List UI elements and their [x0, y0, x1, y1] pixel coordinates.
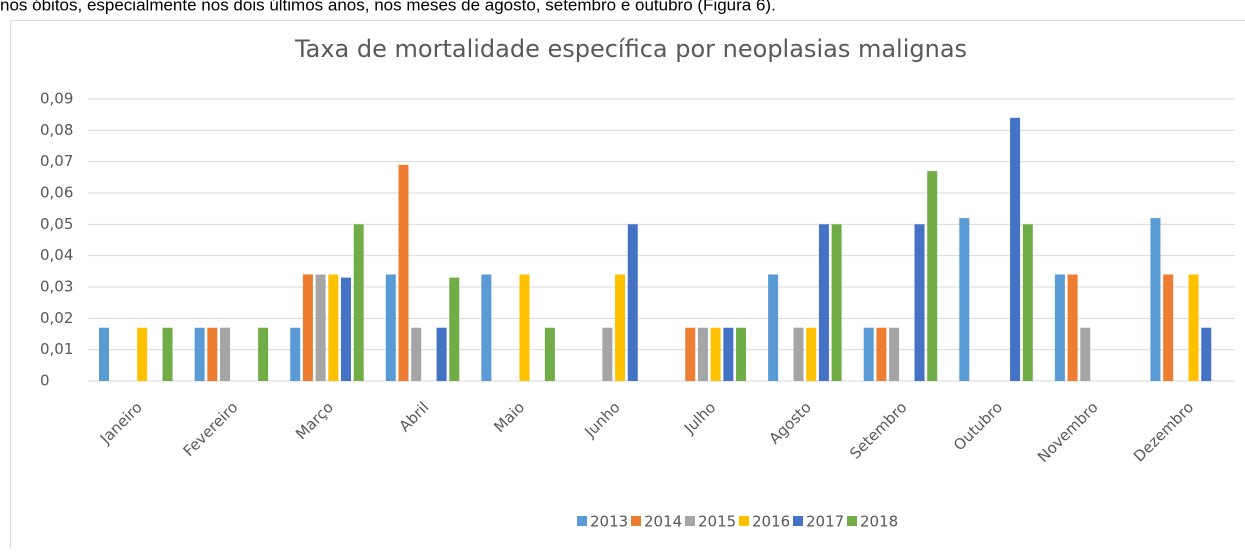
- bar: [449, 278, 459, 381]
- bar: [386, 274, 396, 381]
- bar: [1201, 328, 1211, 381]
- legend-swatch: [577, 516, 587, 526]
- legend-label: 2018: [860, 513, 898, 531]
- bar: [1068, 274, 1078, 381]
- y-tick-label: 0: [40, 372, 50, 390]
- x-tick-label: Julho: [680, 398, 719, 437]
- bar: [341, 278, 351, 381]
- bar: [411, 328, 421, 381]
- bar: [195, 328, 205, 381]
- bar: [698, 328, 708, 381]
- bar: [163, 328, 173, 381]
- x-tick-label: Março: [292, 398, 337, 443]
- bar: [819, 224, 829, 381]
- bar: [354, 224, 364, 381]
- y-tick-label: 0,05: [40, 215, 73, 233]
- bar: [794, 328, 804, 381]
- bar: [316, 274, 326, 381]
- bar: [1150, 218, 1160, 381]
- bar: [1023, 224, 1033, 381]
- bar: [628, 224, 638, 381]
- y-tick-label: 0,09: [40, 90, 73, 108]
- bar: [545, 328, 555, 381]
- bar: [437, 328, 447, 381]
- bar: [1055, 274, 1065, 381]
- y-tick-label: 0,01: [40, 340, 73, 358]
- y-tick-label: 0,06: [40, 184, 73, 202]
- bar: [398, 165, 408, 381]
- bar: [519, 274, 529, 381]
- bar: [723, 328, 733, 381]
- bar: [806, 328, 816, 381]
- y-tick-label: 0,04: [40, 246, 73, 264]
- x-tick-label: Maio: [490, 398, 528, 436]
- bar: [1080, 328, 1090, 381]
- bar: [876, 328, 886, 381]
- bar: [220, 328, 230, 381]
- x-tick-label: Fevereiro: [180, 398, 242, 460]
- legend-swatch: [847, 516, 857, 526]
- bar: [864, 328, 874, 381]
- bar: [258, 328, 268, 381]
- y-tick-label: 0,07: [40, 152, 73, 170]
- legend-swatch: [685, 516, 695, 526]
- bar: [711, 328, 721, 381]
- x-tick-label: Novembro: [1034, 398, 1102, 466]
- legend-swatch: [793, 516, 803, 526]
- legend-swatch: [739, 516, 749, 526]
- x-tick-label: Dezembro: [1130, 398, 1197, 465]
- legend-label: 2017: [806, 513, 844, 531]
- chart-title: Taxa de mortalidade específica por neopl…: [294, 35, 967, 63]
- document-text: nos óbitos, especialmente nos dois últim…: [0, 0, 776, 14]
- bar: [290, 328, 300, 381]
- y-tick-label: 0,08: [40, 121, 73, 139]
- bar: [602, 328, 612, 381]
- x-tick-label: Janeiro: [96, 398, 146, 448]
- bar: [927, 171, 937, 381]
- bar: [1189, 274, 1199, 381]
- y-tick-label: 0,02: [40, 309, 73, 327]
- x-tick-label: Setembro: [846, 398, 910, 462]
- bar: [889, 328, 899, 381]
- y-tick-label: 0,03: [40, 278, 73, 296]
- x-tick-label: Junho: [580, 398, 623, 441]
- bar: [959, 218, 969, 381]
- legend-label: 2016: [752, 513, 790, 531]
- bar: [137, 328, 147, 381]
- legend-swatch: [631, 516, 641, 526]
- bar: [1010, 118, 1020, 381]
- bar: [736, 328, 746, 381]
- bar: [328, 274, 338, 381]
- bar: [99, 328, 109, 381]
- bar: [303, 274, 313, 381]
- bar: [207, 328, 217, 381]
- legend-label: 2015: [698, 513, 736, 531]
- x-tick-label: Agosto: [765, 398, 814, 447]
- x-tick-label: Outubro: [950, 398, 1006, 454]
- bar: [1163, 274, 1173, 381]
- x-tick-label: Abril: [396, 398, 433, 435]
- bar: [481, 274, 491, 381]
- bar: [915, 224, 925, 381]
- legend-label: 2013: [590, 513, 628, 531]
- bar: [768, 274, 778, 381]
- bar: [832, 224, 842, 381]
- bar: [615, 274, 625, 381]
- legend-label: 2014: [644, 513, 682, 531]
- bar: [685, 328, 695, 381]
